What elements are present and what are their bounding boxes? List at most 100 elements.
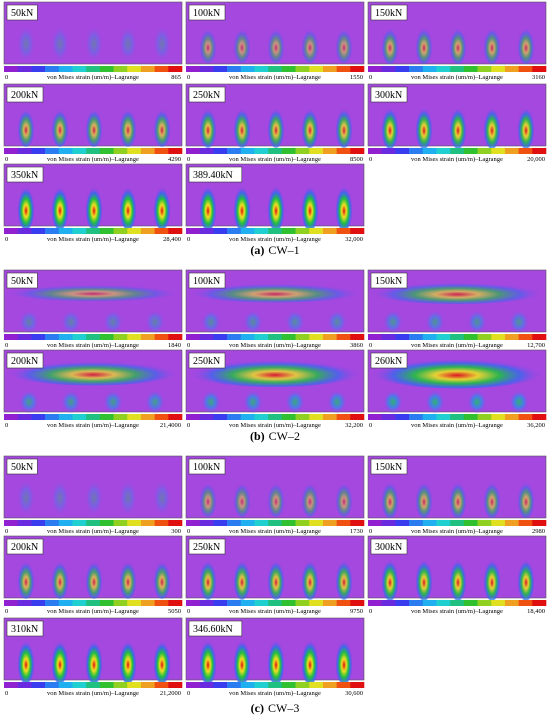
strain-blob (153, 105, 171, 147)
scale-max: 1550 (350, 74, 363, 81)
strain-blob (85, 26, 103, 62)
load-label: 300kN (375, 542, 402, 553)
colorbar-segment (295, 600, 310, 606)
colorbar-segment (450, 520, 465, 526)
scale-title: von Mises strain (um/m)–Lagrange (47, 342, 139, 349)
colorbar-segment (254, 414, 269, 420)
scale-min: 0 (369, 342, 372, 349)
colorbar-segment (140, 600, 155, 606)
colorbar-segment (532, 334, 547, 340)
colorbar-segment (140, 682, 155, 688)
strain-blob (517, 555, 535, 601)
scale-min: 0 (187, 608, 190, 615)
scale-min: 0 (187, 74, 190, 81)
strain-blob (381, 555, 399, 601)
colorbar-segment (17, 600, 32, 606)
colorbar-segment (58, 334, 73, 340)
scale-title: von Mises strain (um/m)–Lagrange (229, 342, 321, 349)
colorbar-segment (58, 66, 73, 72)
colorbar-segment (140, 148, 155, 154)
strain-panel: 389.40kN 0 von Mises strain (um/m)–Lagrang… (185, 163, 365, 243)
colorbar-segment (491, 334, 506, 340)
colorbar-segment (113, 148, 128, 154)
strain-blob (381, 103, 399, 149)
load-label: 350kN (11, 170, 38, 181)
caption-label: (a) (250, 243, 264, 257)
colorbar-segment (309, 600, 324, 606)
colorbar-segment (268, 682, 283, 688)
load-label-box (6, 272, 38, 289)
colorbar-segment (72, 682, 87, 688)
colorbar-segment (518, 66, 533, 72)
colorbar-segment (381, 148, 396, 154)
colorbar-segment (31, 600, 46, 606)
colorbar-segment (31, 334, 46, 340)
colorbar-segment (72, 600, 87, 606)
colorbar-segment (336, 600, 351, 606)
colorbar-segment (436, 334, 451, 340)
scale-min: 0 (5, 342, 8, 349)
strain-blob (233, 104, 251, 148)
colorbar-segment (58, 600, 73, 606)
colorbar-segment (268, 414, 283, 420)
colorbar-segment (58, 148, 73, 154)
strain-blob (335, 556, 353, 600)
colorbar-segment (309, 334, 324, 340)
colorbar-segment (254, 520, 269, 526)
scale-max: 32,000 (345, 236, 363, 243)
colorbar-segment (86, 228, 101, 234)
colorbar-segment (463, 148, 478, 154)
strain-blob (449, 555, 467, 601)
strain-blob (335, 25, 353, 63)
colorbar-segment (168, 682, 183, 688)
colorbar-segment (295, 414, 310, 420)
colorbar-segment (322, 414, 337, 420)
strain-blob (119, 105, 137, 147)
strain-blob (483, 103, 501, 149)
colorbar-segment (477, 600, 492, 606)
colorbar-segment (295, 228, 310, 234)
strain-band (371, 355, 543, 389)
colorbar-segment (4, 148, 18, 154)
scale-min: 0 (5, 422, 8, 429)
colorbar-segment (368, 600, 382, 606)
colorbar-segment (168, 66, 183, 72)
colorbar-segment (154, 520, 169, 526)
strain-blob (51, 105, 69, 147)
scale-title: von Mises strain (um/m)–Lagrange (229, 608, 321, 615)
colorbar-segment (168, 600, 183, 606)
colorbar-segment (186, 228, 200, 234)
colorbar-segment (227, 66, 242, 72)
colorbar-segment (254, 334, 269, 340)
strain-blob (301, 635, 319, 685)
colorbar-segment (336, 148, 351, 154)
colorbar-segment (463, 600, 478, 606)
scale-max: 865 (171, 74, 181, 81)
scale-title: von Mises strain (um/m)–Lagrange (47, 74, 139, 81)
load-label-box (188, 620, 243, 637)
colorbar-segment (99, 520, 114, 526)
strain-panel: 50kN 0 von Mises strain (um/m)–Lagrange 865 (3, 1, 183, 81)
colorbar-segment (99, 334, 114, 340)
colorbar-segment (350, 66, 365, 72)
colorbar-segment (532, 148, 547, 154)
strain-blob (381, 24, 399, 64)
strain-panel: 346.60kN 0 von Mises strain (um/m)–Lagrang… (185, 617, 365, 697)
colorbar-segment (336, 520, 351, 526)
colorbar-segment (154, 414, 169, 420)
load-label-box (370, 352, 408, 369)
strain-blob (119, 557, 137, 599)
colorbar-segment (154, 148, 169, 154)
colorbar-segment (450, 334, 465, 340)
strain-blob (285, 390, 305, 414)
colorbar-segment (86, 148, 101, 154)
scale-title: von Mises strain (um/m)–Lagrange (411, 74, 503, 81)
strain-blob (467, 390, 487, 414)
scale-max: 9750 (350, 608, 363, 615)
colorbar-segment (395, 334, 410, 340)
scale-title: von Mises strain (um/m)–Lagrange (47, 528, 139, 535)
colorbar-segment (227, 148, 242, 154)
colorbar-segment (477, 414, 492, 420)
strain-blob (415, 478, 433, 518)
colorbar-segment (477, 66, 492, 72)
